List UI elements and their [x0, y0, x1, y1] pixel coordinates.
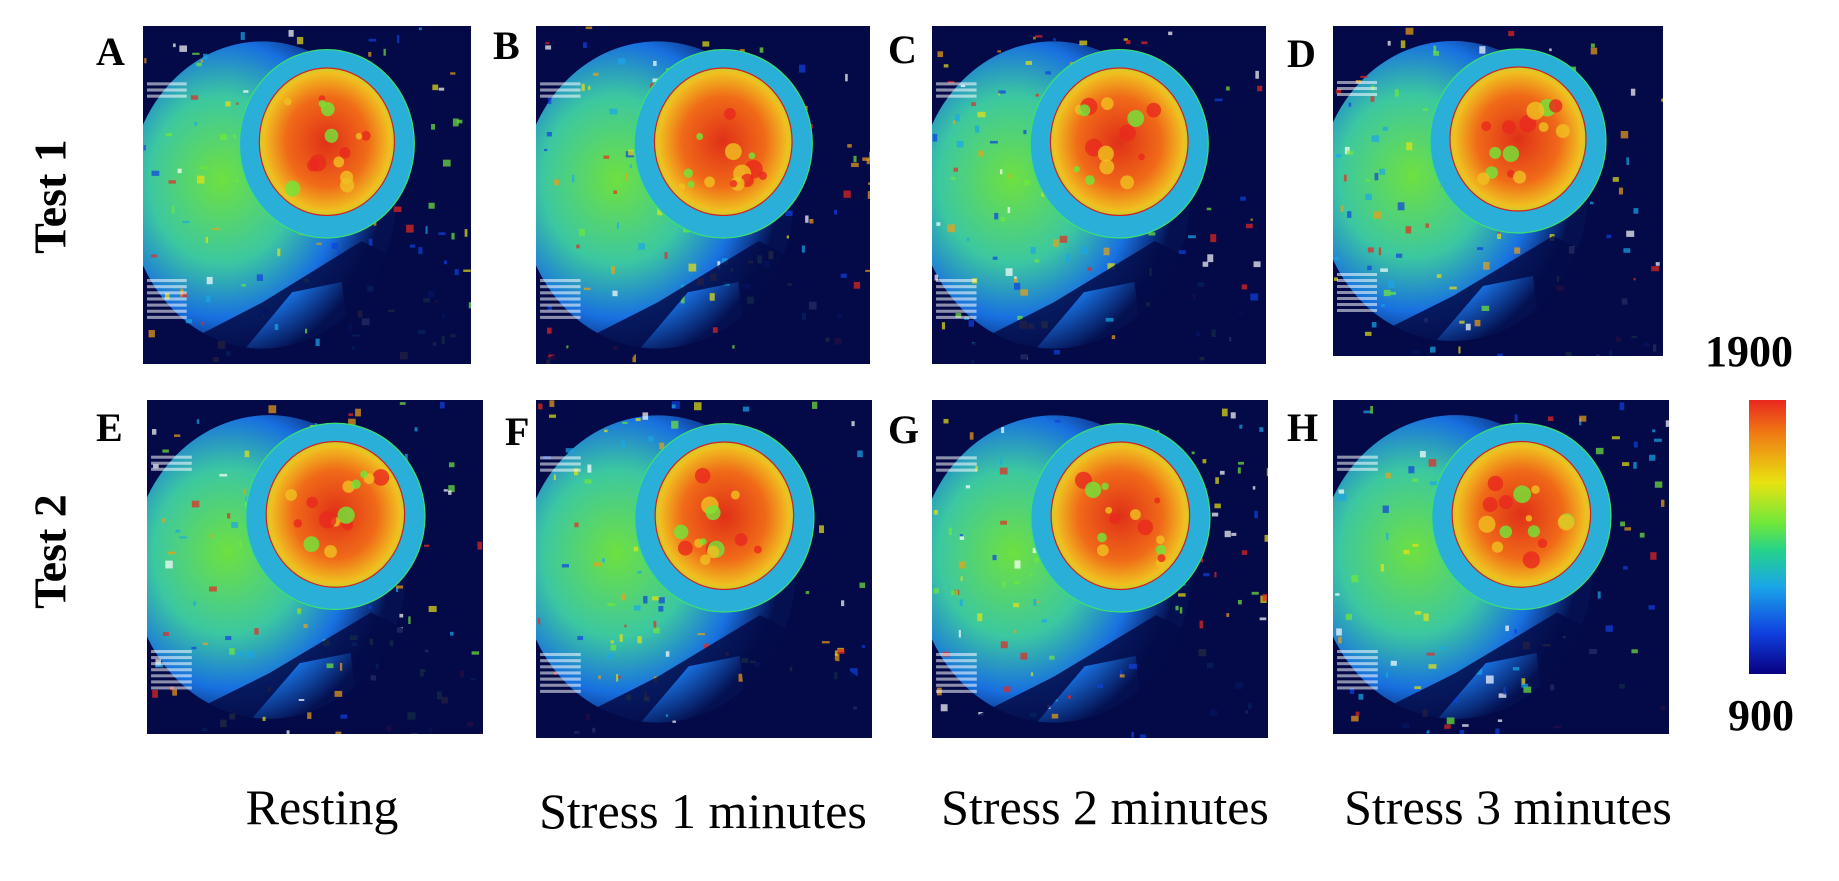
panel-letter-c: C [888, 27, 917, 72]
panel-letter-d: D [1287, 31, 1316, 76]
column-label-stress-1: Stress 1 minutes [539, 783, 867, 839]
panel-letter-h: H [1287, 405, 1319, 450]
cardiac-t1-map-image [932, 26, 1266, 364]
t2-map-panel-h [1333, 400, 1669, 734]
t2-map-panel-g [932, 400, 1268, 738]
cardiac-t1-map-image [932, 400, 1268, 738]
colorbar-min-label: 900 [1728, 691, 1794, 740]
colorbar-max-label: 1900 [1705, 327, 1793, 376]
t1-map-panel-b [536, 26, 870, 364]
cardiac-t1-map-image [536, 400, 872, 738]
cardiac-t1-map-image [1333, 400, 1669, 734]
colorbar [1749, 400, 1786, 674]
panel-letter-a: A [96, 29, 125, 74]
row-label-test-2: Test 2 [24, 494, 76, 609]
column-label-stress-2: Stress 2 minutes [941, 779, 1269, 835]
panel-letter-g: G [888, 407, 920, 452]
t2-map-panel-e [147, 400, 483, 734]
row-label-test-1: Test 1 [24, 139, 76, 254]
cardiac-t1-map-image [1333, 26, 1663, 356]
cardiac-t1-map-image [536, 26, 870, 364]
cardiac-t1-map-image [143, 26, 471, 364]
column-label-resting: Resting [245, 779, 399, 835]
panel-letter-e: E [96, 405, 123, 450]
t2-map-panel-f [536, 400, 872, 738]
panel-letter-f: F [505, 409, 530, 454]
cardiac-t1-map-image [147, 400, 483, 734]
t1-map-panel-d [1333, 26, 1663, 356]
panel-letter-b: B [493, 23, 520, 68]
t1-map-panel-a [143, 26, 471, 364]
t1-map-panel-c [932, 26, 1266, 364]
column-label-stress-3: Stress 3 minutes [1344, 779, 1672, 835]
